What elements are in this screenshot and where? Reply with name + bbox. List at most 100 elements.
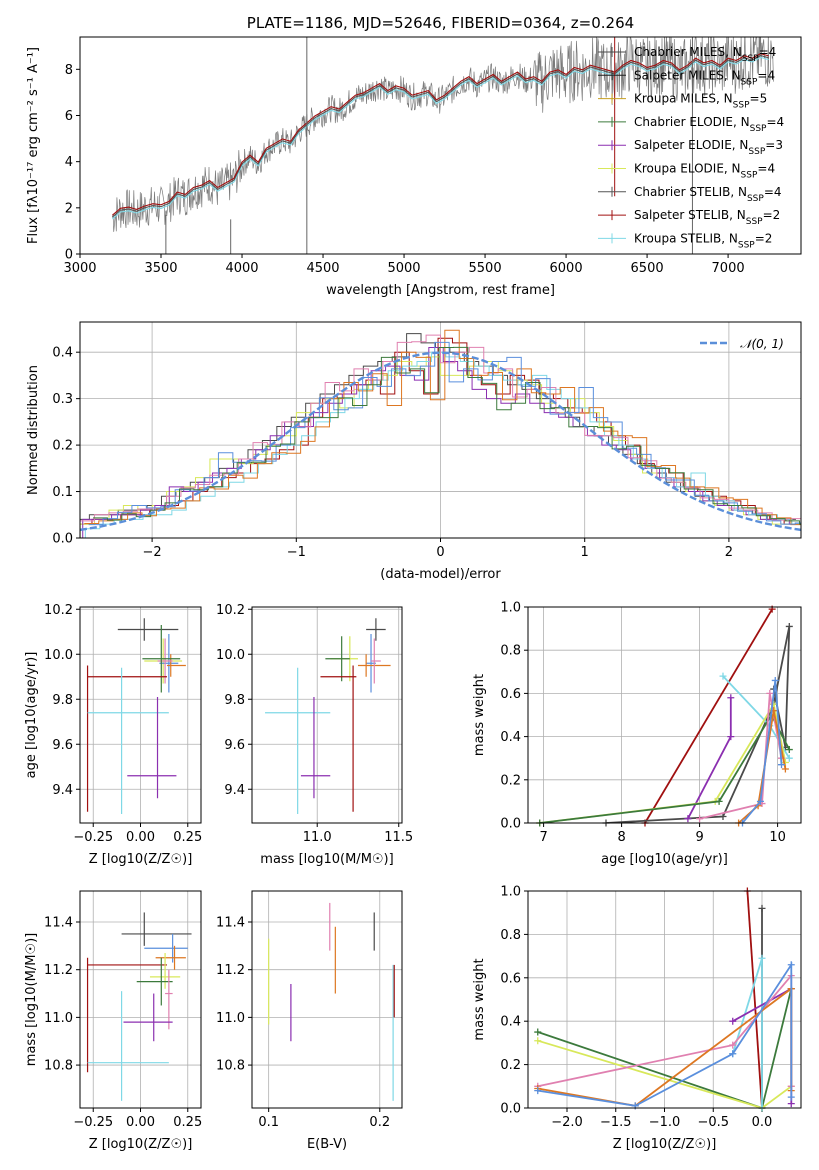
x-axis-label: Z [log10(Z/Z☉)] (89, 1137, 193, 1152)
y-tick-label: 10.2 (216, 603, 245, 618)
legend-entry: 𝒩(0, 1) (740, 337, 784, 351)
legend-text: Chabrier STELIB, N (634, 185, 747, 199)
weight-line (699, 693, 783, 820)
y-tick-label: 9.6 (224, 738, 245, 753)
axes-frame-7 (527, 890, 802, 1109)
weight-marker (771, 676, 779, 684)
legend-entry: Salpeter STELIB, NSSP=2 (634, 208, 780, 227)
y-tick-label: 0.3 (52, 392, 73, 407)
y-tick-label: 0.8 (500, 644, 521, 659)
y-tick-label: 0.0 (500, 1102, 521, 1117)
x-tick-label: 0.25 (173, 1115, 202, 1130)
legend-text: Chabrier MILES, N (634, 45, 742, 59)
axes-2 (76, 607, 201, 827)
x-tick-label: 11.0 (303, 830, 332, 845)
weight-marker (696, 815, 704, 823)
errorbar-point (371, 638, 381, 684)
weight-line (741, 680, 783, 823)
weight-marker (766, 689, 774, 697)
errorbar-point (325, 636, 350, 682)
x-tick-label: −1.0 (649, 1115, 681, 1130)
x-tick-label: 0 (436, 545, 444, 560)
y-tick-label: 0.6 (500, 971, 521, 986)
y-tick-label: 10.8 (44, 1059, 73, 1074)
legend-entry: Kroupa STELIB, NSSP=2 (634, 231, 772, 250)
axes-frame-5 (79, 890, 202, 1109)
weight-marker (787, 961, 795, 969)
y-tick-label: 11.4 (44, 916, 73, 931)
x-tick-label: 0.1 (258, 1115, 279, 1130)
y-tick-label: 1.0 (500, 601, 521, 616)
y-axis-label: mass weight (472, 674, 487, 756)
legend-tail: =2 (763, 208, 781, 222)
x-axis-label: Z [log10(Z/Z☉)] (613, 1137, 717, 1152)
errorbar-point (127, 697, 177, 799)
y-tick-label: 11.0 (44, 1011, 73, 1026)
weight-marker (729, 1050, 737, 1058)
axes-3 (248, 607, 402, 827)
x-tick-label: 4500 (306, 261, 339, 276)
errorbar-point (123, 993, 173, 1042)
x-tick-label: 9 (695, 830, 703, 845)
weight-marker (781, 765, 789, 773)
weight-marker (729, 1017, 737, 1025)
model-spectrum (112, 53, 769, 216)
legend-subscript: SSP (733, 101, 750, 111)
y-tick-label: 11.2 (44, 963, 73, 978)
chart-title: PLATE=1186, MJD=52646, FIBERID=0364, z=0… (247, 14, 634, 32)
legend-tail: =3 (765, 138, 783, 152)
errorbar-point (165, 969, 173, 1030)
histogram-salpeter-elodie (82, 347, 801, 538)
y-tick-label: 0.2 (500, 773, 521, 788)
observed-spectrum (112, 37, 774, 232)
errorbar-point (300, 697, 331, 799)
legend-subscript: SSP (742, 54, 759, 64)
y-axis-label: mass weight (472, 958, 487, 1040)
x-tick-label: 0.00 (126, 1115, 155, 1130)
axes-5 (76, 891, 201, 1112)
weight-marker (785, 754, 793, 762)
errorbar-point (366, 618, 386, 641)
errorbar-point (166, 654, 186, 677)
x-tick-label: −2.0 (551, 1115, 583, 1130)
y-tick-label: 9.8 (224, 693, 245, 708)
y-tick-label: 9.8 (52, 693, 73, 708)
y-tick-label: 0.0 (52, 532, 73, 547)
y-axis-label: mass [log10(M/M☉)] (24, 933, 39, 1066)
weight-marker (534, 1087, 542, 1095)
x-tick-label: −0.25 (73, 830, 113, 845)
x-tick-label: −2 (143, 545, 162, 560)
axes-frame-2 (79, 606, 202, 824)
legend-tail: =4 (766, 115, 784, 129)
y-tick-label: 10.0 (216, 648, 245, 663)
y-tick-label: 0.4 (52, 346, 73, 361)
x-tick-label: 5000 (387, 261, 420, 276)
errorbar-point (87, 991, 169, 1101)
legend-text: Salpeter STELIB, N (634, 208, 746, 222)
weight-marker (756, 797, 764, 805)
axes-0 (76, 68, 729, 258)
legend-text: Kroupa MILES, N (634, 92, 733, 106)
legend-text: Chabrier ELODIE, N (634, 115, 750, 129)
legend-text: Salpeter ELODIE, N (634, 138, 748, 152)
x-tick-label: −1.5 (600, 1115, 632, 1130)
weight-line (539, 701, 787, 823)
x-tick-label: 0.25 (173, 830, 202, 845)
weight-marker (534, 1037, 542, 1045)
errorbar-point (86, 665, 167, 812)
legend-text: Salpeter MILES, N (634, 68, 741, 82)
y-tick-label: 11.2 (216, 963, 245, 978)
x-tick-label: 6000 (550, 261, 583, 276)
x-axis-label: E(B-V) (307, 1137, 347, 1152)
x-axis-label: (data-model)/error (380, 567, 501, 582)
x-tick-label: 8 (617, 830, 625, 845)
legend-subscript: SSP (748, 147, 765, 157)
legend-entry: Chabrier STELIB, NSSP=4 (634, 185, 782, 204)
model-spectrum (112, 54, 769, 218)
weight-marker (758, 904, 766, 912)
axes-6 (248, 891, 402, 1112)
errorbar-point (87, 667, 169, 814)
y-tick-label: 6 (65, 109, 73, 124)
x-tick-label: 5500 (469, 261, 502, 276)
legend-subscript: SSP (750, 124, 767, 134)
